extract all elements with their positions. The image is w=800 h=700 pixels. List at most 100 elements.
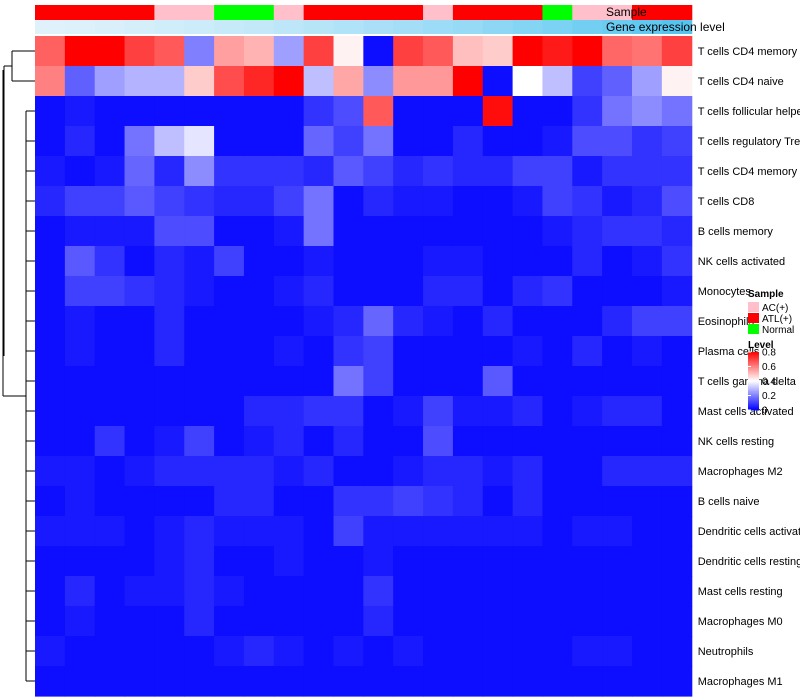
- heatmap-cell: [214, 336, 245, 367]
- sample-annotation-cell: [632, 5, 663, 20]
- heatmap-cell: [363, 36, 394, 67]
- heatmap-cell: [273, 636, 305, 667]
- heatmap-cell: [661, 306, 693, 337]
- heatmap-cell: [273, 36, 305, 67]
- heatmap-cell: [393, 36, 424, 67]
- heatmap-cell: [214, 486, 245, 517]
- heatmap-cell: [632, 546, 663, 577]
- heatmap-cell: [64, 216, 96, 247]
- colorbar-segment: [748, 392, 759, 395]
- heatmap-cell: [512, 366, 544, 397]
- heatmap-cell: [363, 396, 394, 427]
- heatmap-cell: [333, 396, 364, 427]
- gene-expression-annotation-track: [35, 20, 693, 34]
- heatmap-cell: [333, 306, 364, 337]
- heatmap-cell: [124, 606, 155, 637]
- heatmap-cell: [303, 606, 335, 637]
- colorbar-segment: [748, 356, 759, 359]
- heatmap-cell: [393, 486, 424, 517]
- gene-expression-cell: [452, 20, 484, 34]
- heatmap-cell: [303, 636, 335, 667]
- heatmap-cell: [214, 306, 245, 337]
- heatmap-cell: [94, 96, 126, 127]
- heatmap-cell: [363, 426, 394, 457]
- heatmap-cell: [363, 456, 394, 487]
- heatmap-cell: [602, 186, 633, 217]
- heatmap-cell: [452, 306, 484, 337]
- heatmap-cell: [94, 276, 126, 307]
- heatmap-cell: [243, 246, 275, 277]
- heatmap-cell: [124, 486, 155, 517]
- colorbar-segment: [748, 391, 759, 394]
- heatmap-cell: [214, 96, 245, 127]
- heatmap-cell: [452, 546, 484, 577]
- colorbar-segment: [748, 407, 759, 410]
- heatmap-cell: [572, 156, 603, 187]
- heatmap-cell: [124, 306, 155, 337]
- heatmap-cell: [602, 546, 633, 577]
- heatmap-cell: [64, 516, 96, 547]
- heatmap-cell: [661, 66, 693, 97]
- heatmap-cell: [452, 606, 484, 637]
- heatmap-cell: [452, 366, 484, 397]
- heatmap-cell: [124, 366, 155, 397]
- sample-annotation-cell: [303, 5, 335, 20]
- heatmap-cell: [363, 546, 394, 577]
- row-label: NK cells activated: [698, 256, 785, 268]
- heatmap-cell: [273, 606, 305, 637]
- heatmap-cell: [632, 516, 663, 547]
- heatmap-cell: [303, 246, 335, 277]
- heatmap-cell: [423, 306, 454, 337]
- heatmap-cell: [542, 66, 573, 97]
- heatmap-cell: [423, 186, 454, 217]
- row-label: T cells CD4 memory resting: [698, 46, 800, 58]
- heatmap-cell: [35, 96, 66, 127]
- heatmap-cell: [154, 96, 185, 127]
- heatmap-cell: [452, 36, 484, 67]
- colorbar-segment: [748, 369, 759, 372]
- colorbar-segment: [748, 352, 759, 354]
- heatmap-cell: [512, 126, 544, 157]
- heatmap-cell: [363, 186, 394, 217]
- colorbar-tick-label: 0.2: [762, 391, 776, 402]
- heatmap-cell: [154, 36, 185, 67]
- row-label: Macrophages M0: [698, 616, 783, 628]
- heatmap-cell: [661, 456, 693, 487]
- heatmap-cell: [393, 456, 424, 487]
- heatmap-cell: [542, 426, 573, 457]
- heatmap-cell: [363, 126, 394, 157]
- heatmap-cell: [632, 486, 663, 517]
- heatmap-cell: [214, 186, 245, 217]
- heatmap-cell: [542, 276, 573, 307]
- row-label: T cells regulatory Tregs: [698, 136, 800, 148]
- row-label: NK cells resting: [698, 436, 774, 448]
- heatmap-cell: [393, 336, 424, 367]
- heatmap-cell: [602, 666, 633, 697]
- heatmap-cell: [452, 396, 484, 427]
- heatmap-cell: [273, 516, 305, 547]
- heatmap-cell: [64, 36, 96, 67]
- heatmap-cell: [94, 576, 126, 607]
- heatmap-cell: [572, 486, 603, 517]
- heatmap-cell: [64, 456, 96, 487]
- heatmap-cell: [94, 126, 126, 157]
- heatmap-cell: [572, 366, 603, 397]
- colorbar-segment: [748, 372, 759, 375]
- heatmap-cell: [602, 516, 633, 547]
- heatmap-cell: [184, 546, 215, 577]
- heatmap-cell: [64, 336, 96, 367]
- heatmap-cell: [333, 516, 364, 547]
- heatmap-cell: [632, 186, 663, 217]
- heatmap-cell: [303, 36, 335, 67]
- heatmap-cell: [602, 336, 633, 367]
- heatmap-cell: [303, 216, 335, 247]
- heatmap-cell: [243, 606, 275, 637]
- colorbar-segment: [748, 370, 759, 373]
- heatmap-cell: [602, 96, 633, 127]
- heatmap-cell: [572, 96, 603, 127]
- heatmap-cell: [393, 366, 424, 397]
- colorbar-segment: [748, 385, 759, 388]
- heatmap-cell: [333, 336, 364, 367]
- colorbar-tick-label: 0.6: [762, 362, 776, 373]
